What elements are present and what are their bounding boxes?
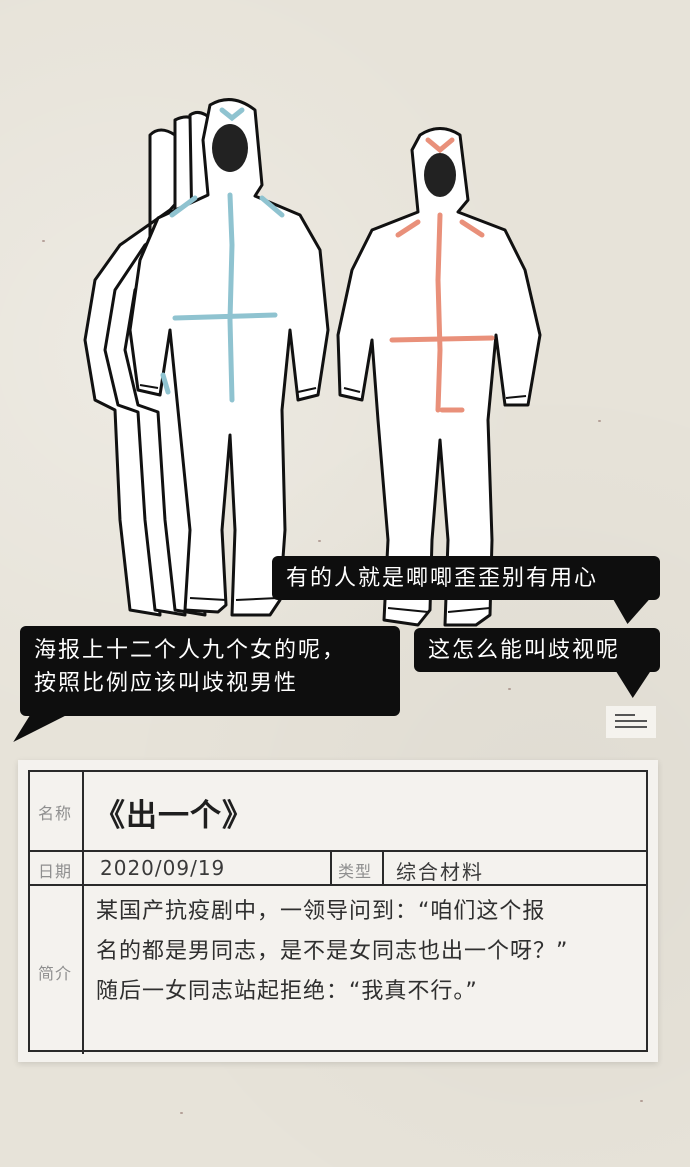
info-card: 名称 《出一个》 日期 2020/09/19 类型 综合材料 简介 某国产抗疫剧…: [18, 760, 658, 1062]
bubble-text: 有的人就是唧唧歪歪别有用心: [286, 566, 599, 591]
paper-speck: [508, 688, 511, 690]
protective-suits-illustration: [83, 98, 542, 627]
intro-value: 某国产抗疫剧中，一领导问到：“咱们这个报 名的都是男同志，是不是女同志也出一个呀…: [96, 899, 569, 1004]
menu-line: [615, 726, 647, 728]
paper-speck: [42, 240, 45, 242]
info-table: 名称 《出一个》 日期 2020/09/19 类型 综合材料 简介 某国产抗疫剧…: [28, 770, 648, 1054]
paper-speck: [318, 540, 321, 542]
menu-icon[interactable]: [606, 706, 656, 738]
speech-bubble-left: 海报上十二个人九个女的呢， 按照比例应该叫歧视男性: [20, 626, 400, 716]
name-label: 名称: [38, 804, 73, 823]
speech-bubble-right-top: 有的人就是唧唧歪歪别有用心: [272, 556, 660, 600]
type-label: 类型: [338, 862, 373, 881]
row-divider: [30, 850, 646, 852]
paper-speck: [180, 1112, 183, 1114]
date-value: 2020/09/19: [100, 856, 226, 880]
type-value: 综合材料: [396, 860, 484, 884]
menu-line: [615, 720, 647, 722]
bubble-text-line1: 海报上十二个人九个女的呢，: [34, 638, 347, 663]
paper-speck: [598, 420, 601, 422]
date-label: 日期: [38, 862, 73, 881]
column-divider: [330, 850, 332, 884]
bubble-text-line2: 按照比例应该叫歧视男性: [34, 671, 299, 696]
name-value: 《出一个》: [94, 798, 254, 834]
speech-bubble-right-bottom: 这怎么能叫歧视呢: [414, 628, 660, 672]
bubble-text: 这怎么能叫歧视呢: [428, 638, 621, 663]
column-divider: [382, 850, 384, 884]
paper-speck: [640, 1100, 643, 1102]
intro-label: 简介: [38, 964, 73, 983]
row-divider: [30, 884, 646, 886]
column-divider: [82, 772, 84, 1054]
menu-line: [615, 714, 635, 716]
